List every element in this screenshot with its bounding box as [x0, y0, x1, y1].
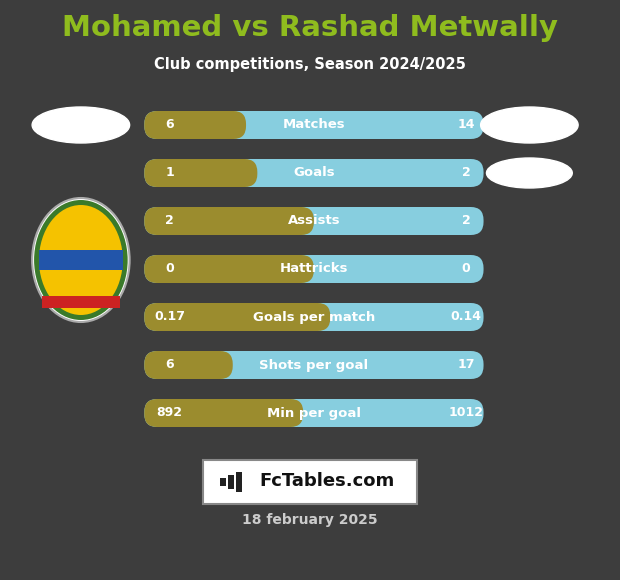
Bar — [39, 250, 123, 270]
Text: Matches: Matches — [283, 118, 345, 132]
Text: Min per goal: Min per goal — [267, 407, 361, 419]
Ellipse shape — [487, 158, 572, 188]
Text: 2: 2 — [462, 166, 471, 179]
Text: 892: 892 — [157, 407, 183, 419]
Bar — [228, 475, 234, 489]
Text: 0: 0 — [165, 263, 174, 276]
Text: Shots per goal: Shots per goal — [259, 358, 368, 372]
FancyBboxPatch shape — [144, 303, 484, 331]
FancyBboxPatch shape — [144, 159, 484, 187]
Text: 1012: 1012 — [448, 407, 484, 419]
Ellipse shape — [32, 107, 130, 143]
Text: 2: 2 — [462, 215, 471, 227]
FancyBboxPatch shape — [144, 159, 257, 187]
FancyBboxPatch shape — [144, 207, 484, 235]
FancyBboxPatch shape — [144, 303, 330, 331]
FancyBboxPatch shape — [144, 255, 314, 283]
Text: 18 february 2025: 18 february 2025 — [242, 513, 378, 527]
FancyBboxPatch shape — [144, 399, 484, 427]
Text: Goals: Goals — [293, 166, 335, 179]
Text: 17: 17 — [458, 358, 475, 372]
FancyBboxPatch shape — [144, 111, 484, 139]
Text: 0: 0 — [462, 263, 471, 276]
Text: FcTables.com: FcTables.com — [259, 472, 394, 490]
FancyBboxPatch shape — [144, 351, 232, 379]
Text: 2: 2 — [165, 215, 174, 227]
Ellipse shape — [480, 107, 578, 143]
Text: 1: 1 — [165, 166, 174, 179]
Text: 14: 14 — [458, 118, 475, 132]
Text: 0.17: 0.17 — [154, 310, 185, 324]
FancyBboxPatch shape — [144, 111, 246, 139]
Ellipse shape — [32, 198, 130, 322]
Text: Hattricks: Hattricks — [280, 263, 348, 276]
Ellipse shape — [39, 205, 123, 315]
FancyBboxPatch shape — [203, 460, 417, 504]
Text: Mohamed vs Rashad Metwally: Mohamed vs Rashad Metwally — [62, 14, 558, 42]
Text: Club competitions, Season 2024/2025: Club competitions, Season 2024/2025 — [154, 56, 466, 71]
Text: Assists: Assists — [288, 215, 340, 227]
Text: Goals per match: Goals per match — [253, 310, 375, 324]
Ellipse shape — [34, 200, 128, 320]
Text: 0.14: 0.14 — [451, 310, 482, 324]
FancyBboxPatch shape — [144, 255, 484, 283]
Text: 6: 6 — [166, 118, 174, 132]
FancyBboxPatch shape — [144, 207, 314, 235]
FancyBboxPatch shape — [144, 399, 303, 427]
Bar — [220, 478, 226, 486]
FancyBboxPatch shape — [144, 351, 484, 379]
Bar — [236, 472, 242, 492]
Bar — [42, 296, 120, 308]
Text: 6: 6 — [166, 358, 174, 372]
